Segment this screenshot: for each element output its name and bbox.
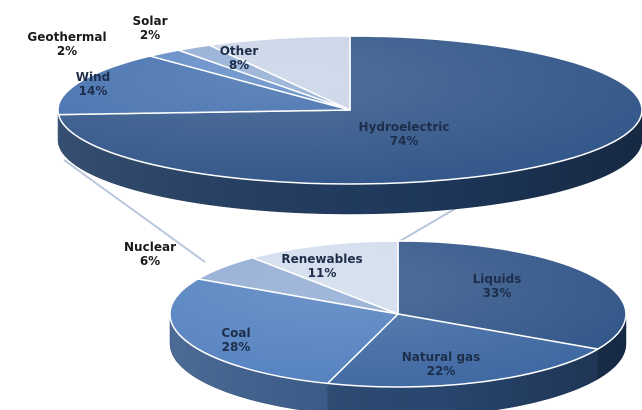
connector-line-left: [63, 159, 206, 263]
breakdown-value-hydroelectric: 74%: [390, 134, 419, 148]
main-label-liquids: Liquids: [473, 272, 522, 286]
breakdown-label-wind: Wind: [76, 70, 110, 84]
breakdown-value-wind: 14%: [79, 84, 108, 98]
main-value-renewables: 11%: [308, 266, 337, 280]
main-label-nuclear: Nuclear: [124, 240, 176, 254]
breakdown-pie-side-shade: [58, 110, 642, 214]
main-pie-gloss: [170, 241, 626, 387]
main-label-coal: Coal: [221, 326, 250, 340]
breakdown-label-hydroelectric: Hydroelectric: [358, 120, 449, 134]
main-value-coal: 28%: [222, 340, 251, 354]
breakdown-value-other: 8%: [229, 58, 249, 72]
breakdown-label-geothermal: Geothermal: [27, 30, 106, 44]
breakdown-value-geothermal: 2%: [57, 44, 77, 58]
breakdown-pie-gloss: [58, 36, 642, 184]
breakdown-pie-labels: Hydroelectric74%Wind14%Geothermal2%Solar…: [27, 14, 449, 148]
main-value-natural-gas: 22%: [427, 364, 456, 378]
main-label-renewables: Renewables: [281, 252, 362, 266]
breakdown-label-solar: Solar: [132, 14, 167, 28]
main-pie-side-shade: [170, 314, 626, 410]
main-pie: [169, 240, 627, 410]
breakdown-pie: [57, 35, 642, 215]
main-label-natural-gas: Natural gas: [402, 350, 481, 364]
main-value-liquids: 33%: [483, 286, 512, 300]
breakdown-label-other: Other: [220, 44, 259, 58]
main-value-nuclear: 6%: [140, 254, 160, 268]
breakdown-value-solar: 2%: [140, 28, 160, 42]
